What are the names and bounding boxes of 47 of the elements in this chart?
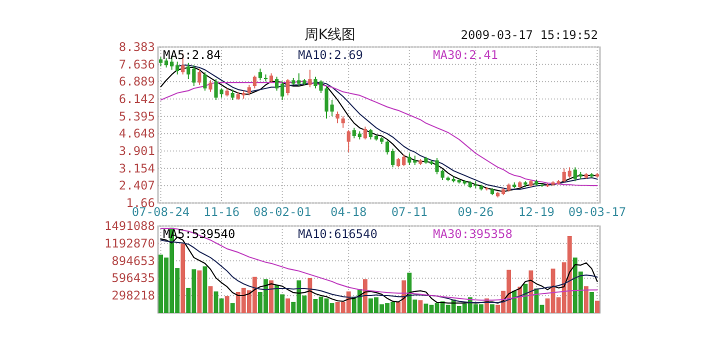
bar — [269, 280, 274, 313]
x-tick-label: 11-16 — [203, 205, 240, 219]
y-tick-label: 7.636 — [118, 57, 155, 72]
y-tick-label: 6.889 — [118, 74, 155, 89]
line-series — [160, 228, 598, 301]
bar — [490, 304, 494, 313]
text: MA30:2.41 — [433, 48, 498, 62]
y-tick-label: 5.395 — [118, 109, 155, 124]
text: 2009-03-17 15:19:52 — [460, 28, 598, 42]
bar — [286, 298, 290, 313]
bar — [512, 290, 517, 313]
y-tick-label: 8.383 — [118, 40, 155, 54]
y-tick-label: 1192870 — [104, 236, 155, 250]
bar — [208, 286, 213, 313]
x-tick-label: 09-26 — [458, 205, 494, 219]
bar — [523, 284, 528, 313]
y-tick-label: 596435 — [112, 271, 155, 286]
chart-title: 周K线图 — [304, 27, 356, 43]
series-label: MA10:2.69 — [298, 48, 364, 62]
y-tick-label: 4.648 — [118, 126, 155, 141]
bar — [230, 303, 235, 313]
y-tick-label: 6.142 — [118, 92, 155, 106]
bar — [197, 270, 202, 313]
y-tick-label: 1491088 — [104, 219, 155, 233]
x-tick-label: 04-18 — [330, 205, 367, 219]
bar — [224, 296, 230, 313]
series-label: MA5:2.84 — [163, 48, 221, 62]
y-tick-label: 2.407 — [118, 178, 155, 193]
y-tick-label: 298218 — [112, 288, 155, 303]
y-tick-label: 894653 — [112, 254, 155, 268]
text: MA10:616540 — [298, 227, 378, 241]
x-tick-label: 07-11 — [391, 205, 428, 219]
x-tick-label: 12-19 — [518, 205, 555, 219]
text: MA30:395358 — [433, 227, 512, 241]
y-tick-label: 3.901 — [118, 144, 155, 158]
bar — [590, 292, 594, 313]
bar — [584, 286, 588, 313]
bar — [418, 300, 423, 313]
bar — [202, 266, 208, 313]
bar — [308, 278, 312, 313]
x-tick-label: 09-03-17 — [568, 205, 626, 219]
x-tick-label: 08-02-01 — [253, 205, 312, 219]
bar — [362, 279, 368, 313]
bar — [595, 300, 600, 313]
bar — [528, 270, 534, 313]
y-tick-label: 3.154 — [118, 161, 155, 176]
bar — [180, 244, 186, 313]
